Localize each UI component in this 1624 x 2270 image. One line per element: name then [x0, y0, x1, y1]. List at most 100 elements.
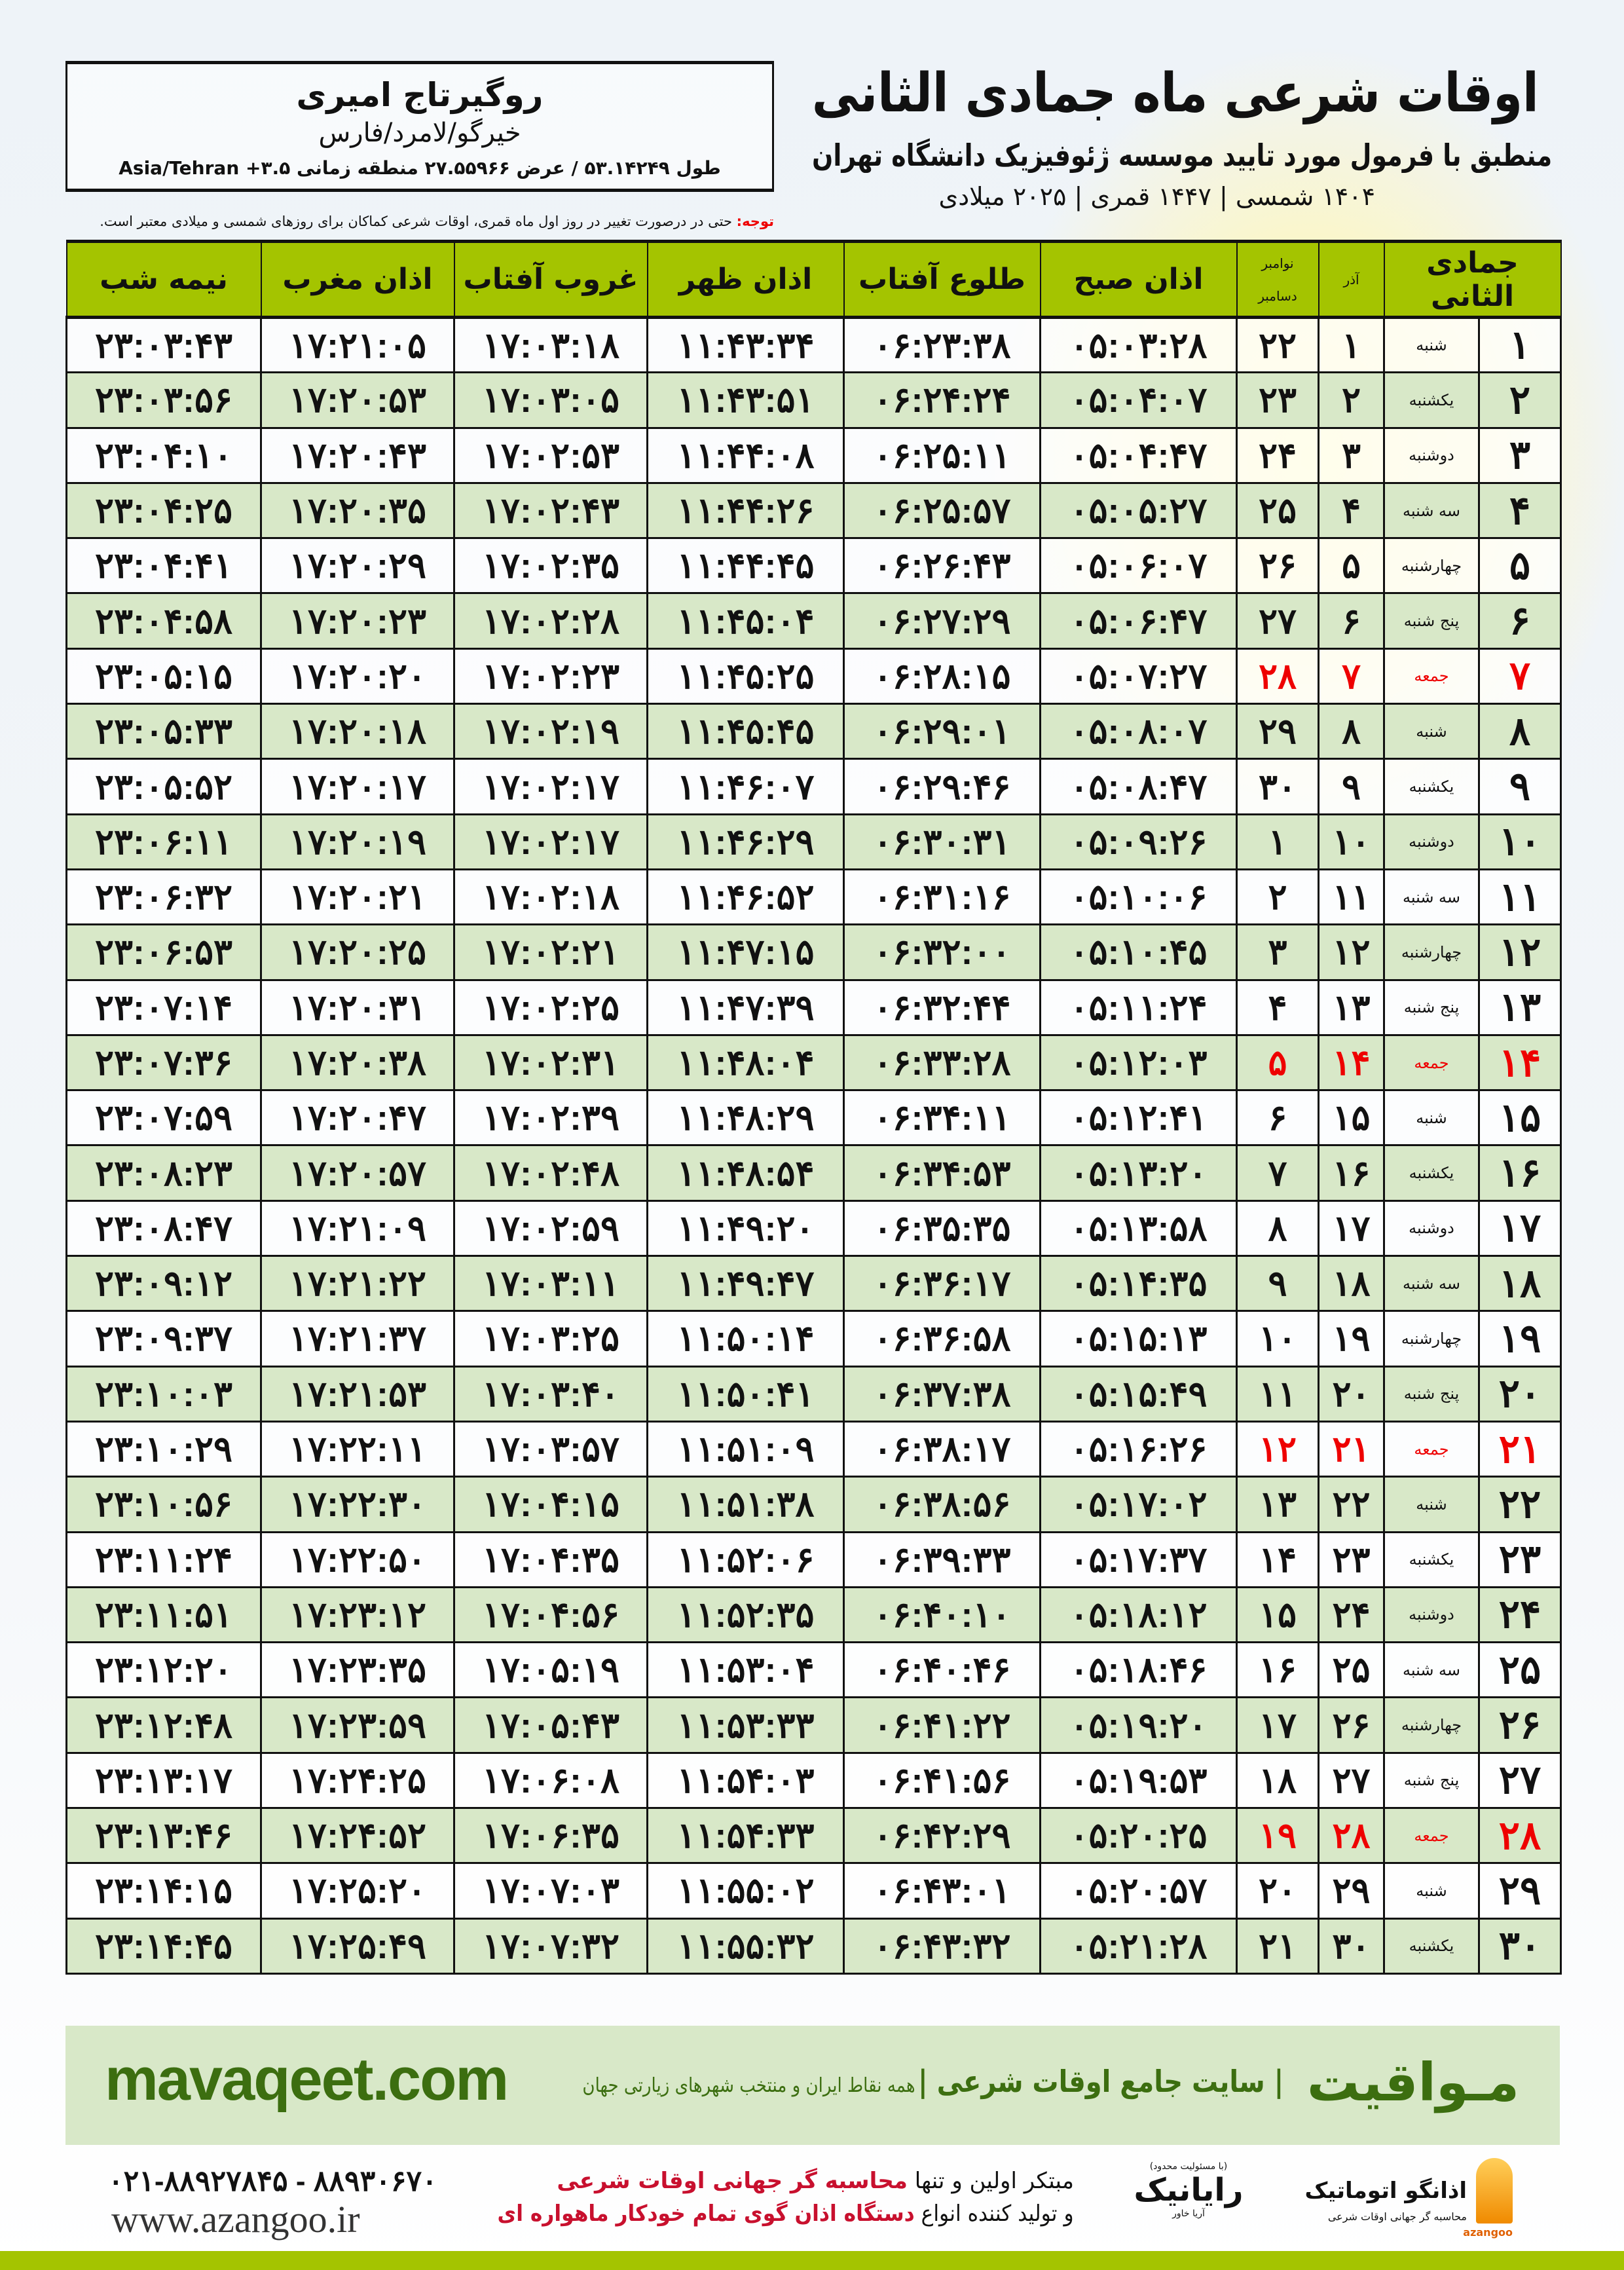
azar-day: ۱۷ [1318, 1199, 1385, 1257]
azar-day: ۲۶ [1318, 1696, 1385, 1754]
midnight-time: ۲۳:۱۳:۱۷ [65, 1751, 262, 1810]
day-number: ۸ [1478, 703, 1562, 760]
azangoo-sub-box: محاسبه گر جهانی اوقات شرعی [1303, 2210, 1467, 2223]
day-number: ۱۴ [1478, 1033, 1562, 1092]
sunrise-time: ۰۶:۳۲:۴۴ [843, 978, 1041, 1036]
midnight-time: ۲۳:۱۴:۴۵ [65, 1917, 262, 1975]
dhuhr-time: ۱۱:۵۰:۴۱ [646, 1365, 845, 1423]
table-row: ۲۷ پنج شنبه ۲۷ ۱۸ ۰۵:۱۹:۵۳ ۰۶:۴۱:۵۶ ۱۱:۵۴:۰۳ ۱۷… [65, 1751, 1562, 1810]
azar-day: ۷ [1318, 647, 1385, 705]
midnight-time: ۲۳:۱۱:۲۴ [65, 1531, 262, 1588]
gregorian-day: ۱۷ [1236, 1696, 1320, 1754]
gregorian-day: ۱۶ [1236, 1641, 1320, 1699]
azar-day: ۱۰ [1318, 813, 1385, 870]
midnight-time: ۲۳:۰۶:۳۲ [65, 868, 262, 926]
table-row: ۲ یکشنبه ۲ ۲۳ ۰۵:۰۴:۰۷ ۰۶:۲۴:۲۴ ۱۱:۴۳:۵۱ ۱۷:۰۳:… [65, 371, 1562, 429]
weekday: چهارشنبه [1382, 1696, 1481, 1754]
sunset-time: ۱۷:۰۲:۵۳ [453, 426, 648, 484]
dhuhr-time: ۱۱:۴۷:۳۹ [646, 978, 845, 1036]
weekday: شنبه [1382, 1089, 1481, 1147]
weekday: شنبه [1382, 316, 1481, 374]
sunset-time: ۱۷:۰۲:۱۸ [453, 868, 648, 926]
sunrise-time: ۰۶:۳۷:۳۸ [843, 1365, 1041, 1423]
header-midnight: نیمه شب [65, 240, 262, 319]
table-row: ۱۳ پنج شنبه ۱۳ ۴ ۰۵:۱۱:۲۴ ۰۶:۳۲:۴۴ ۱۱:۴۷:۳۹ ۱۷:… [65, 978, 1562, 1036]
weekday: سه شنبه [1382, 481, 1481, 540]
table-row: ۱۵ شنبه ۱۵ ۶ ۰۵:۱۲:۴۱ ۰۶:۳۴:۱۱ ۱۱:۴۸:۲۹ ۱۷:۰۲:۳… [65, 1089, 1562, 1147]
azar-day: ۱ [1318, 316, 1385, 374]
gregorian-day: ۱۰ [1236, 1310, 1320, 1368]
mavaqeet-url[interactable]: mavaqeet.com [105, 2046, 509, 2113]
maghrib-time: ۱۷:۲۰:۴۷ [260, 1089, 455, 1147]
dhuhr-time: ۱۱:۴۶:۵۲ [646, 868, 845, 926]
sunset-time: ۱۷:۰۲:۲۱ [453, 923, 648, 981]
dhuhr-time: ۱۱:۴۴:۲۶ [646, 481, 845, 540]
weekday: یکشنبه [1382, 371, 1481, 429]
table-row: ۱۸ سه شنبه ۱۸ ۹ ۰۵:۱۴:۳۵ ۰۶:۳۶:۱۷ ۱۱:۴۹:۴۷ ۱۷:۰… [65, 1255, 1562, 1312]
sunset-time: ۱۷:۰۵:۱۹ [453, 1641, 648, 1699]
fajr-time: ۰۵:۱۲:۰۳ [1039, 1033, 1238, 1092]
midnight-time: ۲۳:۰۳:۵۶ [65, 371, 262, 429]
azangoo-url-box[interactable]: www.azangoo.ir [111, 2197, 465, 2241]
prayer-times-table: جمادی الثانی آذر نوامبر دسامبر اذان صبح ط… [65, 240, 1562, 1975]
day-number: ۹ [1478, 758, 1562, 815]
fajr-time: ۰۵:۰۶:۴۷ [1039, 592, 1238, 650]
table-row: ۱۹ چهارشنبه ۱۹ ۱۰ ۰۵:۱۵:۱۳ ۰۶:۳۶:۵۸ ۱۱:۵۰:۱۴ ۱۷… [65, 1310, 1562, 1368]
day-number: ۲۸ [1478, 1807, 1562, 1865]
gregorian-day: ۳ [1236, 923, 1320, 981]
gregorian-day: ۶ [1236, 1089, 1320, 1147]
weekday: جمعه [1382, 1807, 1481, 1865]
day-number: ۳ [1478, 426, 1562, 484]
gregorian-day: ۲۶ [1236, 537, 1320, 595]
azar-day: ۱۱ [1318, 868, 1385, 926]
day-number: ۲۳ [1478, 1531, 1562, 1588]
mavaqeet-url-box[interactable]: mavaqeet.com [105, 2045, 563, 2114]
day-number: ۲۰ [1478, 1365, 1562, 1423]
sunrise-time: ۰۶:۲۳:۳۸ [843, 316, 1041, 374]
gregorian-day: ۹ [1236, 1255, 1320, 1312]
gregorian-day: ۲۱ [1236, 1917, 1320, 1975]
sunset-time: ۱۷:۰۴:۳۵ [453, 1531, 648, 1588]
weekday: چهارشنبه [1382, 537, 1481, 595]
gregorian-day: ۷ [1236, 1144, 1320, 1202]
sunset-time: ۱۷:۰۲:۴۳ [453, 481, 648, 540]
day-number: ۱۲ [1478, 923, 1562, 981]
azar-day: ۲۷ [1318, 1751, 1385, 1810]
fajr-time: ۰۵:۱۰:۴۵ [1039, 923, 1238, 981]
weekday: یکشنبه [1382, 1144, 1481, 1202]
dhuhr-time: ۱۱:۴۶:۲۹ [646, 813, 845, 870]
promo-line2-b: دستگاه اذان گوی تمام خودکار ماهواره ای [497, 2201, 915, 2227]
day-number: ۲ [1478, 371, 1562, 429]
fajr-time: ۰۵:۰۶:۰۷ [1039, 537, 1238, 595]
fajr-time: ۰۵:۱۲:۴۱ [1039, 1089, 1238, 1147]
weekday: پنج شنبه [1382, 978, 1481, 1036]
day-number: ۱۷ [1478, 1199, 1562, 1257]
maghrib-time: ۱۷:۲۰:۴۳ [260, 426, 455, 484]
weekday: جمعه [1382, 1033, 1481, 1092]
day-number: ۲۵ [1478, 1641, 1562, 1699]
azar-day: ۲۲ [1318, 1476, 1385, 1533]
azar-day: ۴ [1318, 481, 1385, 540]
gregorian-day: ۱۹ [1236, 1807, 1320, 1865]
dhuhr-time: ۱۱:۵۱:۳۸ [646, 1476, 845, 1533]
fajr-time: ۰۵:۰۳:۲۸ [1039, 316, 1238, 374]
sunset-time: ۱۷:۰۳:۲۵ [453, 1310, 648, 1368]
header-hijri: جمادی الثانی [1383, 240, 1562, 319]
midnight-time: ۲۳:۰۷:۱۴ [65, 978, 262, 1036]
weekday: جمعه [1382, 1420, 1481, 1478]
rayanik-name: رایانیک [1134, 2172, 1244, 2208]
sunrise-time: ۰۶:۳۴:۱۱ [843, 1089, 1041, 1147]
midnight-time: ۲۳:۱۱:۵۱ [65, 1586, 262, 1644]
sunrise-time: ۰۶:۳۱:۱۶ [843, 868, 1041, 926]
weekday: پنج شنبه [1382, 592, 1481, 650]
fajr-time: ۰۵:۱۵:۴۹ [1039, 1365, 1238, 1423]
sunrise-time: ۰۶:۳۸:۱۷ [843, 1420, 1041, 1478]
azar-day: ۱۴ [1318, 1033, 1385, 1092]
maghrib-time: ۱۷:۲۰:۱۹ [260, 813, 455, 870]
page-title: اوقات شرعی ماه جمادی الثانی [812, 62, 1539, 124]
fajr-time: ۰۵:۰۴:۰۷ [1039, 371, 1238, 429]
fajr-time: ۰۵:۱۸:۴۶ [1039, 1641, 1238, 1699]
azangoo-url[interactable]: www.azangoo.ir [111, 2198, 360, 2241]
sunrise-time: ۰۶:۴۳:۳۲ [843, 1917, 1041, 1975]
weekday: جمعه [1382, 647, 1481, 705]
